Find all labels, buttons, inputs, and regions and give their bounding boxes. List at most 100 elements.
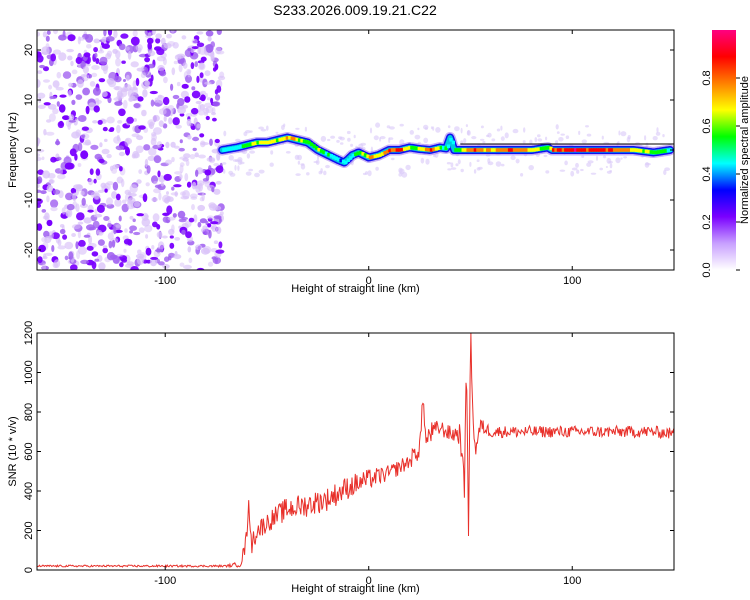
noise-blob	[186, 118, 192, 127]
noise-blob	[37, 156, 42, 162]
ridge-cell	[507, 148, 512, 152]
noise-blob	[61, 207, 66, 215]
noise-blob	[150, 74, 154, 82]
noise-speckle	[537, 138, 543, 142]
ridge-cell	[385, 149, 389, 154]
noise-speckle	[245, 171, 252, 176]
noise-blob	[168, 117, 173, 125]
noise-blob	[214, 138, 220, 144]
noise-speckle	[599, 167, 603, 171]
noise-blob	[129, 184, 138, 194]
ridge-cell	[544, 146, 548, 150]
x-tick-label: -100	[154, 275, 176, 287]
ridge-cell	[490, 148, 494, 152]
noise-blob	[114, 86, 120, 91]
noise-blob	[49, 95, 57, 100]
noise-blob	[92, 87, 101, 96]
x-tick-label: -100	[154, 575, 176, 587]
noise-blob	[132, 30, 138, 37]
noise-blob	[151, 197, 158, 202]
ridge-cell	[339, 158, 343, 163]
noise-speckle	[243, 131, 248, 137]
noise-speckle	[228, 170, 234, 175]
noise-blob	[158, 108, 167, 115]
noise-blob	[199, 133, 205, 138]
noise-blob	[81, 134, 86, 138]
noise-blob	[102, 245, 108, 249]
ridge-cell	[551, 148, 556, 152]
noise-blob	[187, 246, 192, 253]
noise-blob	[194, 61, 198, 68]
y-tick-label: 600	[23, 442, 35, 460]
noise-blob	[37, 198, 43, 205]
noise-blob	[123, 248, 127, 253]
noise-blob	[72, 192, 77, 202]
noise-speckle	[467, 130, 470, 136]
noise-blob	[166, 33, 172, 39]
noise-speckle	[463, 138, 467, 144]
noise-blob	[188, 257, 193, 264]
ridge-cell	[510, 148, 514, 152]
ridge-cell	[600, 148, 604, 152]
noise-blob	[133, 152, 140, 159]
ridge-cell	[576, 148, 580, 152]
noise-blob	[187, 134, 192, 140]
snr-series	[37, 333, 674, 569]
ridge-cell	[356, 151, 360, 156]
ridge-cell	[444, 146, 448, 150]
noise-blob	[187, 47, 192, 52]
ridge-cell	[454, 148, 458, 152]
noise-blob	[68, 119, 76, 123]
noise-blob	[88, 235, 93, 245]
noise-blob	[162, 57, 167, 66]
noise-blob	[112, 164, 119, 170]
noise-blob	[137, 96, 144, 102]
spectrogram-ridge	[216, 132, 674, 168]
noise-blob	[157, 170, 161, 178]
ridge-cell	[595, 148, 600, 152]
noise-blob	[179, 162, 185, 167]
noise-speckle	[327, 138, 331, 142]
noise-blob	[37, 70, 43, 74]
noise-speckle	[379, 136, 386, 140]
noise-speckle	[560, 133, 565, 136]
noise-blob	[37, 183, 40, 189]
noise-blob	[121, 258, 128, 263]
noise-speckle	[223, 169, 226, 174]
noise-blob	[115, 50, 121, 59]
noise-speckle	[318, 170, 323, 175]
noise-blob	[128, 96, 134, 102]
noise-speckle	[300, 163, 306, 170]
noise-blob	[68, 114, 75, 121]
ridge-cell	[393, 148, 397, 152]
noise-blob	[38, 244, 46, 253]
noise-blob	[156, 231, 163, 238]
noise-blob	[197, 46, 201, 55]
noise-blob	[59, 167, 63, 175]
noise-blob	[82, 87, 90, 96]
ridge-cell	[569, 148, 573, 152]
noise-speckle	[435, 126, 441, 133]
ridge-cell	[534, 147, 538, 152]
noise-blob	[47, 103, 57, 110]
noise-blob	[103, 65, 108, 75]
noise-blob	[212, 117, 217, 122]
x-tick-label: 100	[563, 575, 581, 587]
ridge-cell	[647, 149, 651, 154]
noise-blob	[211, 107, 216, 114]
noise-speckle	[450, 167, 457, 170]
noise-blob	[133, 103, 141, 109]
ridge-cell	[312, 144, 316, 148]
ridge-cell	[253, 141, 258, 145]
noise-speckle	[457, 159, 461, 165]
ridge-cell	[588, 148, 592, 152]
noise-blob	[47, 173, 56, 179]
ridge-cell	[627, 148, 631, 152]
noise-blob	[56, 71, 62, 79]
ridge-cell	[288, 135, 292, 140]
noise-blob	[118, 215, 122, 222]
noise-blob	[146, 37, 154, 45]
noise-blob	[210, 97, 214, 104]
ridge-cell	[495, 148, 499, 152]
noise-speckle	[510, 155, 516, 161]
